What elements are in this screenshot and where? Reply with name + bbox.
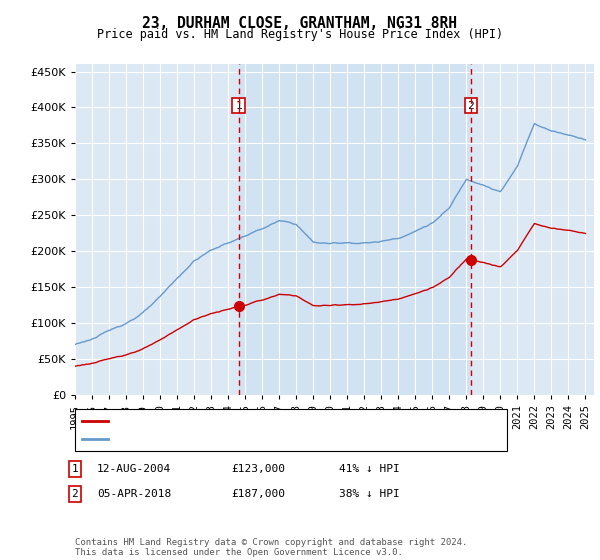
Text: 2: 2 bbox=[467, 101, 474, 111]
Text: 12-AUG-2004: 12-AUG-2004 bbox=[97, 464, 172, 474]
Text: 38% ↓ HPI: 38% ↓ HPI bbox=[339, 489, 400, 499]
Text: 23, DURHAM CLOSE, GRANTHAM, NG31 8RH (detached house): 23, DURHAM CLOSE, GRANTHAM, NG31 8RH (de… bbox=[113, 416, 444, 426]
Text: £123,000: £123,000 bbox=[231, 464, 285, 474]
Text: 1: 1 bbox=[235, 101, 242, 111]
Text: 23, DURHAM CLOSE, GRANTHAM, NG31 8RH: 23, DURHAM CLOSE, GRANTHAM, NG31 8RH bbox=[143, 16, 458, 31]
Text: Price paid vs. HM Land Registry's House Price Index (HPI): Price paid vs. HM Land Registry's House … bbox=[97, 28, 503, 41]
Bar bbox=[239, 64, 471, 395]
Text: 05-APR-2018: 05-APR-2018 bbox=[97, 489, 172, 499]
Text: 41% ↓ HPI: 41% ↓ HPI bbox=[339, 464, 400, 474]
Text: 1: 1 bbox=[71, 464, 79, 474]
Text: 2: 2 bbox=[71, 489, 79, 499]
Text: £187,000: £187,000 bbox=[231, 489, 285, 499]
Text: HPI: Average price, detached house, South Kesteven: HPI: Average price, detached house, Sout… bbox=[113, 434, 425, 444]
Text: Contains HM Land Registry data © Crown copyright and database right 2024.
This d: Contains HM Land Registry data © Crown c… bbox=[75, 538, 467, 557]
